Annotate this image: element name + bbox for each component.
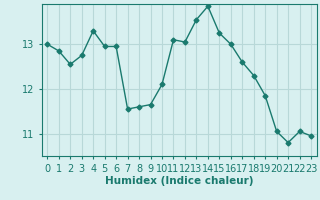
X-axis label: Humidex (Indice chaleur): Humidex (Indice chaleur) bbox=[105, 176, 253, 186]
